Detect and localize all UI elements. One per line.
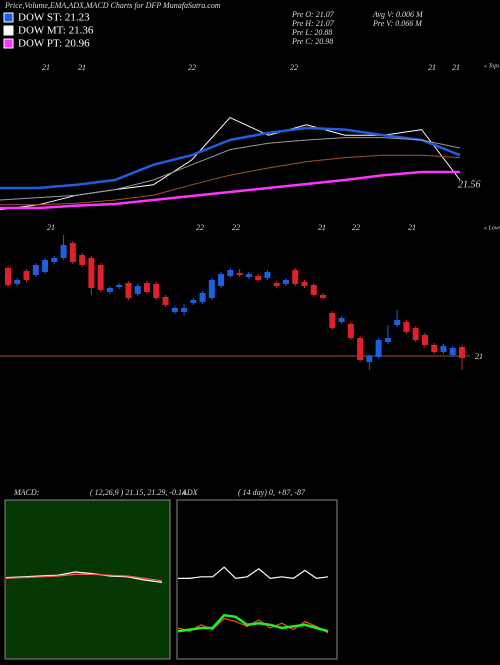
candle-body [375,340,382,357]
candle-body [310,285,317,295]
adx-params: ( 14 day) 0, +87, -87 [238,488,306,497]
price-label: 21.56 [458,179,481,190]
line-series [178,566,329,580]
candle-body [431,345,438,352]
candle-body [459,347,465,358]
line-series [177,613,329,633]
line-series [0,126,461,190]
date-label: 21 [47,223,55,232]
candle-body [320,295,327,298]
date-label: 21 [408,223,416,232]
candle-body [190,300,197,303]
candle-body [255,276,262,280]
stat: Avg V: 0.006 M [372,10,424,19]
legend-swatch [3,12,14,23]
candle-body [412,328,419,340]
candle-body [218,274,225,286]
candle-body [106,288,113,292]
date-label: 21 [42,63,50,72]
candle-body [116,285,123,287]
candle-body [301,282,308,286]
stat: Pre V: 0.066 M [372,19,423,28]
legend-label: DOW ST: 21.23 [18,12,90,24]
candle-body [347,324,354,338]
candle-body [208,280,215,298]
date-label: 22 [232,223,240,232]
candle-body [23,271,30,280]
date-label: 22 [352,223,360,232]
legend-swatch [3,38,14,49]
date-label: 22 [196,223,204,232]
candle-body [421,335,428,345]
candle-body [162,297,169,305]
candle-body [227,270,234,276]
candle-body [366,356,373,362]
candle-body [143,283,150,292]
adx-title: ADX [181,488,199,497]
candle-body [357,338,364,360]
candle-body [245,274,252,277]
candle-body [69,243,76,262]
stat: Pre O: 21.07 [291,10,335,19]
line-series [0,154,461,206]
candle-body [125,283,132,298]
candle-body [264,272,271,278]
line-series [0,170,460,210]
stat: Pre L: 20.88 [291,28,332,37]
corner-label: « Lows [484,225,500,231]
candle-body [403,322,410,332]
candle-body [440,346,447,352]
candle-body [292,270,299,284]
candle-body [134,286,141,294]
date-label: 21 [428,63,436,72]
line-series [5,573,163,582]
legend-label: DOW MT: 21.36 [18,25,94,37]
stat: Pre C: 20.98 [291,37,333,46]
candle-body [51,258,58,262]
candle-body [273,283,280,286]
candle-body [14,280,21,284]
adx-panel [176,499,338,660]
legend-label: DOW PT: 20.96 [18,38,90,50]
candle-body [60,245,67,258]
candle-body [236,273,243,275]
reference-label: 21 [475,352,483,361]
date-label: 21 [318,223,326,232]
candle-body [42,260,49,272]
page-title: Price,Volume,EMA,ADX,MACD Charts for DFP… [4,1,221,10]
candle-body [329,313,336,328]
stat: Pre H: 21.07 [291,19,335,28]
line-series [5,571,163,583]
candle-body [394,320,401,325]
candle-body [338,318,345,322]
candle-body [384,338,391,342]
candle-body [5,268,11,285]
date-label: 21 [452,63,460,72]
macd-title: MACD: [13,488,40,497]
candle-body [153,284,160,298]
candle-body [282,280,289,284]
date-label: 21 [78,63,86,72]
candle-body [171,308,178,312]
candle-body [199,293,206,302]
candle-body [79,255,86,265]
candle-body [32,265,39,275]
line-series [0,137,461,201]
legend: DOW ST: 21.23 DOW MT: 21.36 DOW PT: 20.9… [3,12,94,50]
candle-body [449,348,456,355]
candle-body [88,258,95,288]
legend-swatch [3,25,14,36]
date-label: 22 [290,63,298,72]
macd-params: ( 12,26,9 ) 21.15, 21.29, -0.14 [90,488,186,497]
corner-label: « Tops [484,63,500,69]
candle-body [181,308,188,312]
candle-body [97,265,104,290]
date-label: 22 [188,63,196,72]
